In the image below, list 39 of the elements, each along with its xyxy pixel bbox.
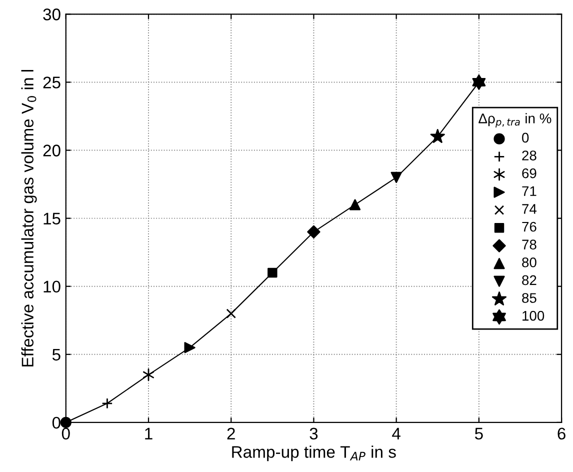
- legend-label: 80: [522, 257, 536, 268]
- point: [390, 172, 402, 184]
- legend-label: 78: [522, 240, 536, 250]
- x-tick-label: 0: [62, 428, 70, 440]
- y-tick-label: 30: [43, 8, 60, 20]
- point: [268, 268, 278, 278]
- y-tick-label: 5: [52, 348, 60, 361]
- legend-label: 0: [522, 132, 529, 143]
- point: [472, 74, 486, 90]
- point: [226, 308, 236, 318]
- point: [349, 199, 361, 210]
- y-tick-label: 20: [43, 144, 60, 156]
- legend-label: 74: [522, 204, 537, 214]
- point: [430, 129, 445, 143]
- x-tick-label: 2: [227, 428, 235, 440]
- point: [102, 398, 113, 409]
- x-tick-label: 4: [392, 428, 400, 440]
- legend-title: Δρ$_{p,tra}$ in %: [478, 113, 552, 128]
- x-tick-label: 3: [310, 428, 318, 440]
- point: [60, 416, 72, 428]
- x-tick-label: 1: [145, 428, 152, 440]
- point: [142, 368, 154, 382]
- legend-label: 82: [522, 275, 536, 286]
- legend-label: 71: [522, 186, 536, 196]
- point: [184, 342, 196, 354]
- x-axis-title: Ramp-up time T$_{AP}$ in s: [232, 446, 396, 462]
- point: [307, 225, 320, 238]
- legend-label: 76: [522, 222, 536, 232]
- legend-label: 28: [522, 150, 536, 160]
- y-tick-label: 10: [44, 280, 60, 293]
- legend-label: 69: [522, 168, 536, 178]
- legend-label: 100: [522, 310, 544, 321]
- x-tick-label: 5: [474, 428, 483, 440]
- legend-label: 85: [522, 293, 536, 303]
- y-axis-title: Effective accumulator gas volume V$_{0}$ in l: [21, 70, 37, 366]
- y-tick-label: 25: [43, 76, 60, 88]
- y-tick-label: 15: [44, 212, 60, 225]
- x-tick-label: 6: [558, 428, 566, 440]
- y-tick-label: 0: [52, 416, 60, 429]
